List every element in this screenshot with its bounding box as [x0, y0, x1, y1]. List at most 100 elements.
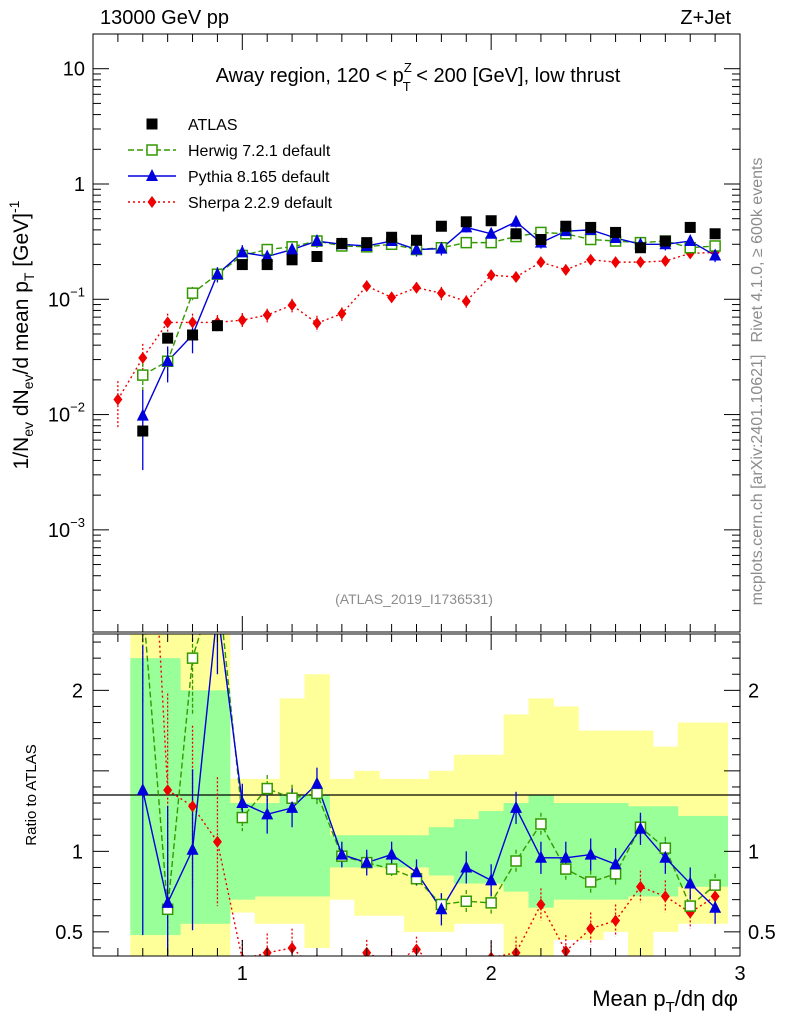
sherpa-point [147, 196, 157, 208]
herwig-point [236, 811, 249, 824]
herwig-point [560, 863, 572, 875]
herwig-point [261, 782, 273, 795]
atlas-point [659, 235, 671, 247]
ratio-plot-ticks: 0.5 0.5 1 1 2 2 1 2 3 [55, 634, 776, 985]
mcplots-reference-label: mcplots.cern.ch [arXiv:2401.10621] [749, 355, 766, 606]
sherpa-point [461, 295, 471, 308]
pythia-point [236, 245, 249, 258]
herwig-point [138, 597, 148, 607]
pythia-point [435, 902, 448, 915]
atlas-point [435, 220, 447, 232]
pythia-point [485, 873, 498, 886]
sherpa-point [412, 281, 421, 294]
pythia-point [136, 408, 149, 421]
sherpa-point [611, 256, 621, 269]
atlas-point [286, 254, 298, 266]
sherpa-point [212, 835, 222, 848]
sherpa-point [611, 914, 621, 927]
sherpa-point [536, 256, 546, 269]
y-tick-label: 10−3 [48, 515, 85, 542]
ratio-y-tick-label: 0.5 [55, 922, 83, 944]
herwig-point [709, 879, 721, 891]
atlas-point [411, 234, 422, 246]
pythia-point [186, 842, 199, 855]
sherpa-line [117, 251, 716, 400]
atlas-point [162, 332, 174, 344]
atlas-point [311, 250, 323, 262]
pythia-point [609, 857, 622, 870]
herwig-point [584, 233, 597, 246]
y-tick-label: 1 [74, 174, 85, 196]
sherpa-point [536, 898, 546, 911]
pythia-point [485, 226, 498, 239]
x-axis-label: Mean pT/dη dφ [592, 986, 738, 1016]
atlas-point [485, 215, 497, 227]
ratio-plot-data [136, 330, 722, 956]
pythia-point [385, 847, 398, 860]
sherpa-point [237, 314, 247, 327]
sherpa-point [188, 800, 198, 813]
x-tick-label: 2 [486, 963, 497, 985]
pythia-point [659, 850, 672, 863]
sherpa-point [138, 351, 148, 364]
pythia-line [142, 220, 716, 416]
pythia-point [709, 248, 722, 261]
pythia-point [410, 865, 423, 878]
atlas-point [236, 259, 248, 271]
herwig-point [535, 818, 547, 830]
pythia-point [161, 895, 174, 908]
plot-title: Away region, 120 < pZ T < 200 [GeV], low … [216, 60, 621, 94]
pythia-point [310, 234, 323, 247]
pythia-point [634, 821, 647, 834]
sherpa-point [113, 393, 123, 406]
herwig-point [485, 236, 497, 249]
herwig-point [460, 236, 473, 249]
main-plot-ticks: 10−3 10−2 10−1 1 10 [48, 33, 740, 632]
x-tick-label: 1 [237, 963, 248, 985]
sherpa-point [486, 269, 496, 282]
herwig-point [385, 863, 398, 875]
y-axis-label: 1/Nev dNev/d mean pT [GeV]-1 [6, 200, 37, 469]
pythia-point [410, 242, 423, 255]
pythia-point [261, 249, 274, 262]
pythia-point [286, 800, 299, 813]
pythia-point [286, 242, 299, 255]
pythia-point [211, 267, 224, 280]
herwig-point [584, 876, 597, 888]
pythia-point [510, 214, 523, 227]
analysis-watermark: (ATLAS_2019_I1736531) [335, 591, 493, 607]
sherpa-point [635, 256, 645, 269]
herwig-point [212, 573, 222, 583]
atlas-point [460, 216, 472, 228]
inner-band-bin [304, 795, 330, 897]
y-tick-label: 10−2 [48, 400, 85, 427]
sherpa-point [362, 280, 372, 293]
pythia-point [534, 850, 547, 863]
pythia-point [335, 847, 348, 860]
pythia-point [161, 354, 174, 367]
atlas-point [510, 228, 522, 240]
sherpa-point [511, 271, 521, 284]
sherpa-point [163, 784, 173, 797]
sherpa-point [138, 330, 147, 342]
herwig-point [684, 900, 696, 912]
ratio-y-tick-label-right: 0.5 [748, 922, 776, 944]
pythia-point [709, 900, 722, 913]
sherpa-point [561, 263, 571, 276]
pythia-point [146, 169, 158, 181]
atlas-point [709, 228, 721, 240]
x-tick-label: 3 [734, 963, 745, 985]
atlas-point [634, 242, 646, 254]
herwig-point [137, 369, 149, 381]
pythia-point [310, 776, 323, 789]
herwig-point [186, 652, 199, 664]
pythia-point [684, 234, 697, 247]
atlas-point [336, 237, 348, 249]
ratio-y-tick-label-right: 2 [748, 680, 759, 702]
sherpa-point [436, 287, 446, 300]
sherpa-point [586, 922, 596, 935]
atlas-point [684, 221, 696, 233]
legend-entry: Sherpa 2.2.9 default [188, 195, 333, 212]
herwig-point [485, 897, 497, 909]
atlas-point [137, 425, 149, 437]
